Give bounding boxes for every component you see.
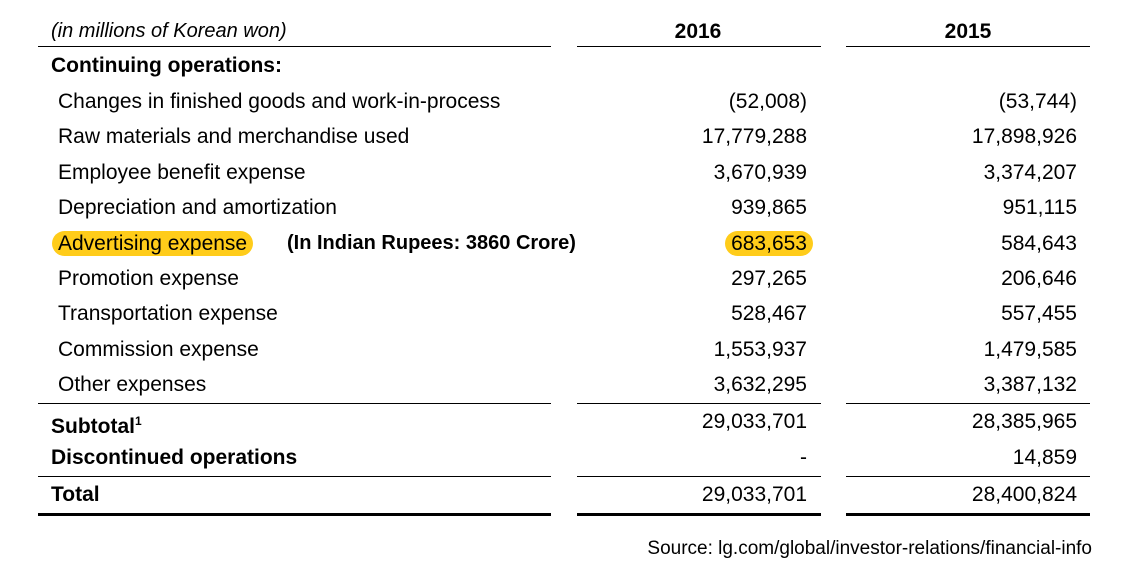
row-label: Other expenses — [58, 373, 207, 396]
currency-note: (In Indian Rupees: 3860 Crore) — [287, 232, 576, 254]
footnote-marker: 1 — [135, 414, 142, 428]
subtotal-divider — [38, 403, 551, 404]
value-2016: 3,632,295 — [713, 373, 807, 396]
value-2015: 206,646 — [1001, 267, 1077, 290]
value-2015: 17,898,926 — [971, 125, 1077, 148]
subtotal-divider — [846, 403, 1090, 404]
header-divider — [38, 46, 551, 47]
value-2016: 29,033,701 — [701, 483, 807, 506]
total-divider — [38, 476, 551, 477]
subtotal-label: Subtotal1 — [51, 414, 142, 438]
header-divider — [846, 46, 1090, 47]
subtotal-row: Subtotal1 29,033,701 28,385,965 — [0, 404, 1147, 439]
value-2016: (52,008) — [728, 90, 807, 113]
value-2015: 28,385,965 — [971, 410, 1077, 433]
table-row: Depreciation and amortization 939,865 95… — [0, 190, 1147, 225]
value-2015: 584,643 — [1001, 232, 1077, 255]
table-row-highlighted: Advertising expense (In Indian Rupees: 3… — [0, 226, 1147, 261]
row-label: Changes in finished goods and work-in-pr… — [58, 90, 501, 113]
row-label: Commission expense — [58, 338, 259, 361]
column-header-2015: 2015 — [944, 20, 992, 43]
value-2015: 14,859 — [1012, 446, 1077, 469]
row-label: Employee benefit expense — [58, 161, 306, 184]
table-row: Other expenses 3,632,295 3,387,132 — [0, 367, 1147, 402]
section-title: Continuing operations: — [51, 54, 282, 77]
section-title-row: Continuing operations: — [0, 48, 1147, 83]
row-label: Promotion expense — [58, 267, 239, 290]
total-underline — [846, 513, 1090, 516]
row-label: Depreciation and amortization — [58, 196, 337, 219]
value-2016: - — [800, 446, 807, 469]
subtotal-divider — [577, 403, 821, 404]
total-row: Total 29,033,701 28,400,824 — [0, 477, 1147, 512]
table-row: Commission expense 1,553,937 1,479,585 — [0, 332, 1147, 367]
total-divider — [577, 476, 821, 477]
discontinued-label: Discontinued operations — [51, 446, 298, 469]
total-divider — [846, 476, 1090, 477]
total-underline — [38, 513, 551, 516]
value-2016: 29,033,701 — [701, 410, 807, 433]
value-2015: 557,455 — [1001, 302, 1077, 325]
value-2015: (53,744) — [998, 90, 1077, 113]
total-underline — [577, 513, 821, 516]
column-header-2016: 2016 — [674, 20, 722, 43]
table-row: Raw materials and merchandise used 17,77… — [0, 119, 1147, 154]
value-2016: 3,670,939 — [713, 161, 807, 184]
highlighted-label: Advertising expense — [52, 231, 254, 256]
table-row: Employee benefit expense 3,670,939 3,374… — [0, 155, 1147, 190]
units-label: (in millions of Korean won) — [51, 20, 287, 42]
value-2016: 683,653 — [725, 226, 813, 261]
value-2016: 528,467 — [731, 302, 807, 325]
highlighted-value: 683,653 — [725, 231, 813, 256]
table-row: Promotion expense 297,265 206,646 — [0, 261, 1147, 296]
value-2015: 951,115 — [1002, 196, 1077, 219]
total-label: Total — [51, 483, 100, 506]
value-2016: 939,865 — [731, 196, 807, 219]
row-label: Raw materials and merchandise used — [58, 125, 410, 148]
table-row: Transportation expense 528,467 557,455 — [0, 296, 1147, 331]
value-2015: 28,400,824 — [971, 483, 1077, 506]
value-2016: 297,265 — [731, 267, 807, 290]
value-2015: 3,374,207 — [983, 161, 1077, 184]
header-divider — [577, 46, 821, 47]
row-label: Advertising expense — [52, 226, 254, 261]
value-2015: 3,387,132 — [983, 373, 1077, 396]
value-2015: 1,479,585 — [983, 338, 1077, 361]
source-citation: Source: lg.com/global/investor-relations… — [647, 538, 1092, 559]
discontinued-row: Discontinued operations - 14,859 — [0, 440, 1147, 475]
value-2016: 17,779,288 — [701, 125, 807, 148]
table-row: Changes in finished goods and work-in-pr… — [0, 84, 1147, 119]
row-label: Transportation expense — [58, 302, 278, 325]
value-2016: 1,553,937 — [713, 338, 807, 361]
